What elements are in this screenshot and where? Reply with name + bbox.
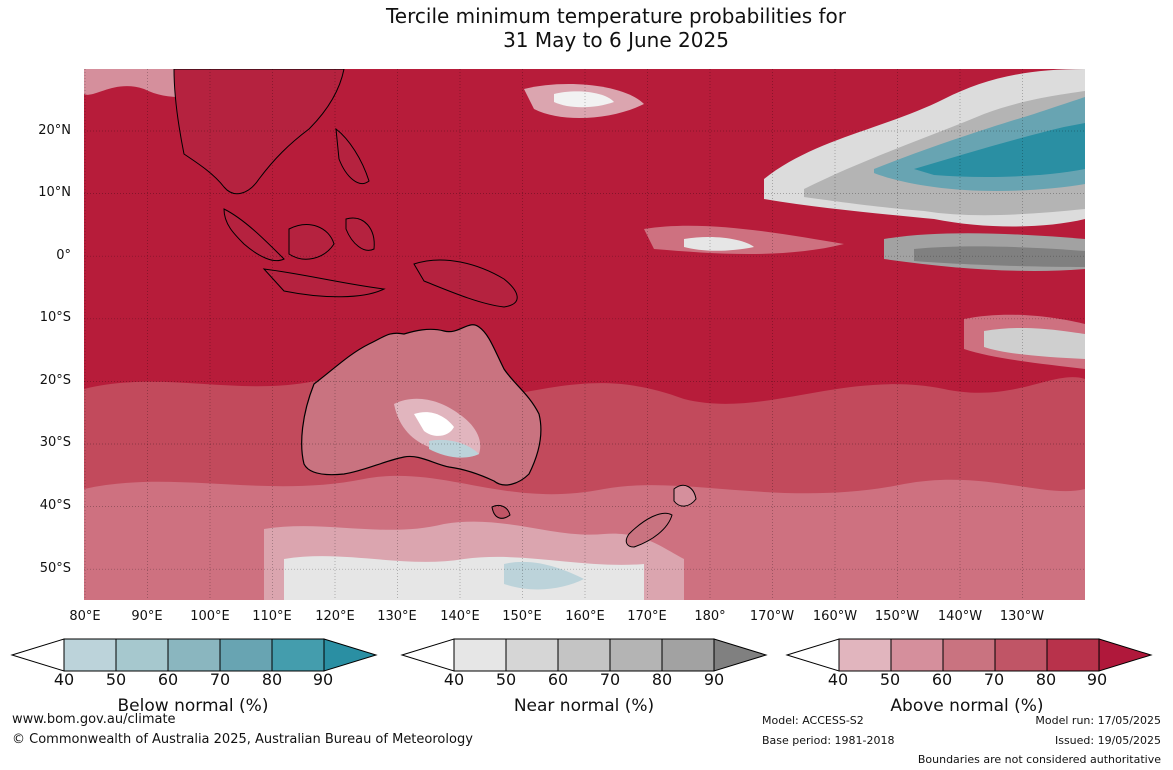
lat-label-50s: 50°S xyxy=(39,561,71,576)
lat-label-20n: 20°N xyxy=(38,123,71,138)
lat-label-20s: 20°S xyxy=(39,373,71,388)
below-normal-tick-60: 60 xyxy=(157,670,179,689)
lon-label-140w: 140°W xyxy=(937,609,983,624)
lon-label-120e: 120°E xyxy=(315,609,355,624)
near-normal-tick-50: 50 xyxy=(495,670,517,689)
colorbar-segment xyxy=(609,638,663,672)
lon-label-130w: 130°W xyxy=(999,609,1045,624)
colorbar-segment xyxy=(994,638,1048,672)
colorbar-segment xyxy=(167,638,221,672)
lat-label-0: 0° xyxy=(56,248,71,263)
near-normal-tick-70: 70 xyxy=(599,670,621,689)
colorbar-over-triangle xyxy=(713,638,768,672)
below-normal-tick-40: 40 xyxy=(53,670,75,689)
colorbar-segment xyxy=(505,638,559,672)
above-normal-tick-70: 70 xyxy=(983,670,1005,689)
colorbar-under-triangle xyxy=(10,638,65,672)
colorbar-over-triangle xyxy=(323,638,378,672)
above-normal-tick-90: 90 xyxy=(1086,670,1108,689)
base-period-text: Base period: 1981-2018 xyxy=(762,734,895,747)
lat-label-30s: 30°S xyxy=(39,435,71,450)
lon-label-140e: 140°E xyxy=(440,609,480,624)
colorbar-segment xyxy=(271,638,325,672)
near-normal-tick-60: 60 xyxy=(547,670,569,689)
above-normal-tick-40: 40 xyxy=(827,670,849,689)
asia-coastlines xyxy=(173,69,518,308)
below-normal-colorbar xyxy=(10,638,378,672)
colorbar-over-triangle xyxy=(1098,638,1153,672)
model-text: Model: ACCESS-S2 xyxy=(762,714,864,727)
colorbar-under-triangle xyxy=(400,638,455,672)
below-normal-title: Below normal (%) xyxy=(117,696,269,716)
new-zealand-outline xyxy=(625,484,697,548)
lon-label-130e: 130°E xyxy=(377,609,417,624)
below-normal-tick-90: 90 xyxy=(312,670,334,689)
lon-label-180: 180° xyxy=(694,609,726,624)
near-normal-tick-90: 90 xyxy=(703,670,725,689)
colorbar-segment xyxy=(661,638,715,672)
lat-label-40s: 40°S xyxy=(39,498,71,513)
above-normal-tick-60: 60 xyxy=(931,670,953,689)
colorbar-segment xyxy=(115,638,169,672)
lon-label-150e: 150°E xyxy=(502,609,542,624)
lon-label-100e: 100°E xyxy=(190,609,230,624)
below-normal-tick-70: 70 xyxy=(209,670,231,689)
probability-map-canvas xyxy=(84,69,1085,600)
colorbar-segment xyxy=(1046,638,1100,672)
lon-label-170e: 170°E xyxy=(627,609,667,624)
above-normal-tick-50: 50 xyxy=(879,670,901,689)
lon-label-80e: 80°E xyxy=(69,609,101,624)
lon-label-160e: 160°E xyxy=(565,609,605,624)
issued-text: Issued: 19/05/2025 xyxy=(1054,734,1161,747)
near-normal-tick-80: 80 xyxy=(651,670,673,689)
colorbar-segment xyxy=(453,638,507,672)
below-normal-tick-80: 80 xyxy=(261,670,283,689)
map-title-line1: Tercile minimum temperature probabilitie… xyxy=(385,4,847,28)
lon-label-160w: 160°W xyxy=(812,609,858,624)
model-run-text: Model run: 17/05/2025 xyxy=(1035,714,1161,727)
colorbar-segment xyxy=(557,638,611,672)
map-title-line2: 31 May to 6 June 2025 xyxy=(503,28,729,52)
colorbar-segment xyxy=(63,638,117,672)
lon-label-110e: 110°E xyxy=(252,609,292,624)
below-normal-tick-50: 50 xyxy=(105,670,127,689)
above-normal-colorbar xyxy=(785,638,1153,672)
lat-label-10n: 10°N xyxy=(38,185,71,200)
website-link[interactable]: www.bom.gov.au/climate xyxy=(12,712,176,727)
near-normal-colorbar xyxy=(400,638,768,672)
graticule xyxy=(84,69,1085,600)
disclaimer-text: Boundaries are not considered authoritat… xyxy=(917,753,1161,766)
australia-outline xyxy=(301,324,542,519)
lon-label-90e: 90°E xyxy=(131,609,163,624)
copyright-text: © Commonwealth of Australia 2025, Austra… xyxy=(12,732,473,747)
colorbar-segment xyxy=(838,638,892,672)
above-normal-tick-80: 80 xyxy=(1035,670,1057,689)
colorbar-segment xyxy=(942,638,996,672)
lon-label-150w: 150°W xyxy=(874,609,920,624)
below-normal-shading xyxy=(874,97,1085,191)
lat-label-10s: 10°S xyxy=(39,310,71,325)
near-normal-tick-40: 40 xyxy=(443,670,465,689)
above-normal-title: Above normal (%) xyxy=(890,696,1044,716)
colorbar-segment xyxy=(219,638,273,672)
map-title: Tercile minimum temperature probabilitie… xyxy=(0,4,1173,52)
near-normal-title: Near normal (%) xyxy=(513,696,655,716)
probability-map xyxy=(84,69,1085,600)
lon-label-170w: 170°W xyxy=(749,609,795,624)
colorbar-segment xyxy=(890,638,944,672)
colorbar-under-triangle xyxy=(785,638,840,672)
